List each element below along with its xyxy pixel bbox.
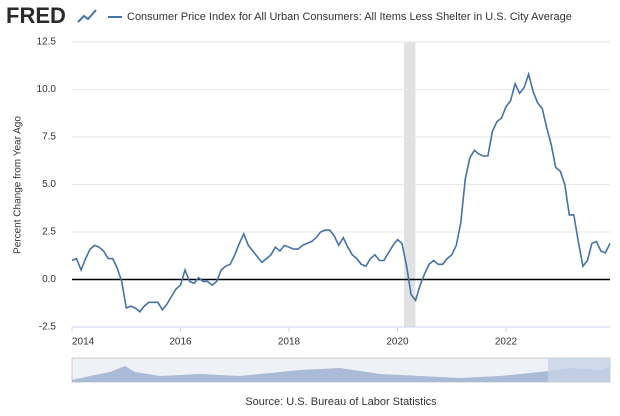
- series-line: [71, 71, 611, 313]
- y-tick-label: 10.0: [37, 84, 57, 95]
- x-tick-label: 2022: [495, 337, 518, 348]
- x-tick-label: 2018: [278, 337, 301, 348]
- logo: FRED: [6, 3, 66, 28]
- x-tick-label: 2014: [72, 337, 95, 348]
- logo-icon: [77, 9, 97, 23]
- navigator-window[interactable]: [548, 358, 610, 382]
- source: Source: U.S. Bureau of Labor Statistics: [245, 396, 437, 408]
- legend-label: Consumer Price Index for All Urban Consu…: [127, 11, 572, 23]
- y-tick-label: 2.5: [42, 227, 56, 238]
- y-tick-label: -2.5: [39, 322, 57, 333]
- y-tick-label: 0.0: [42, 274, 56, 285]
- x-tick-label: 2020: [386, 337, 409, 348]
- y-axis-label: Percent Change from Year Ago: [13, 116, 24, 254]
- navigator-area: [72, 366, 610, 382]
- y-tick-label: 12.5: [37, 37, 57, 48]
- y-tick-label: 5.0: [42, 179, 56, 190]
- y-tick-label: 7.5: [42, 132, 56, 143]
- x-tick-label: 2016: [169, 337, 192, 348]
